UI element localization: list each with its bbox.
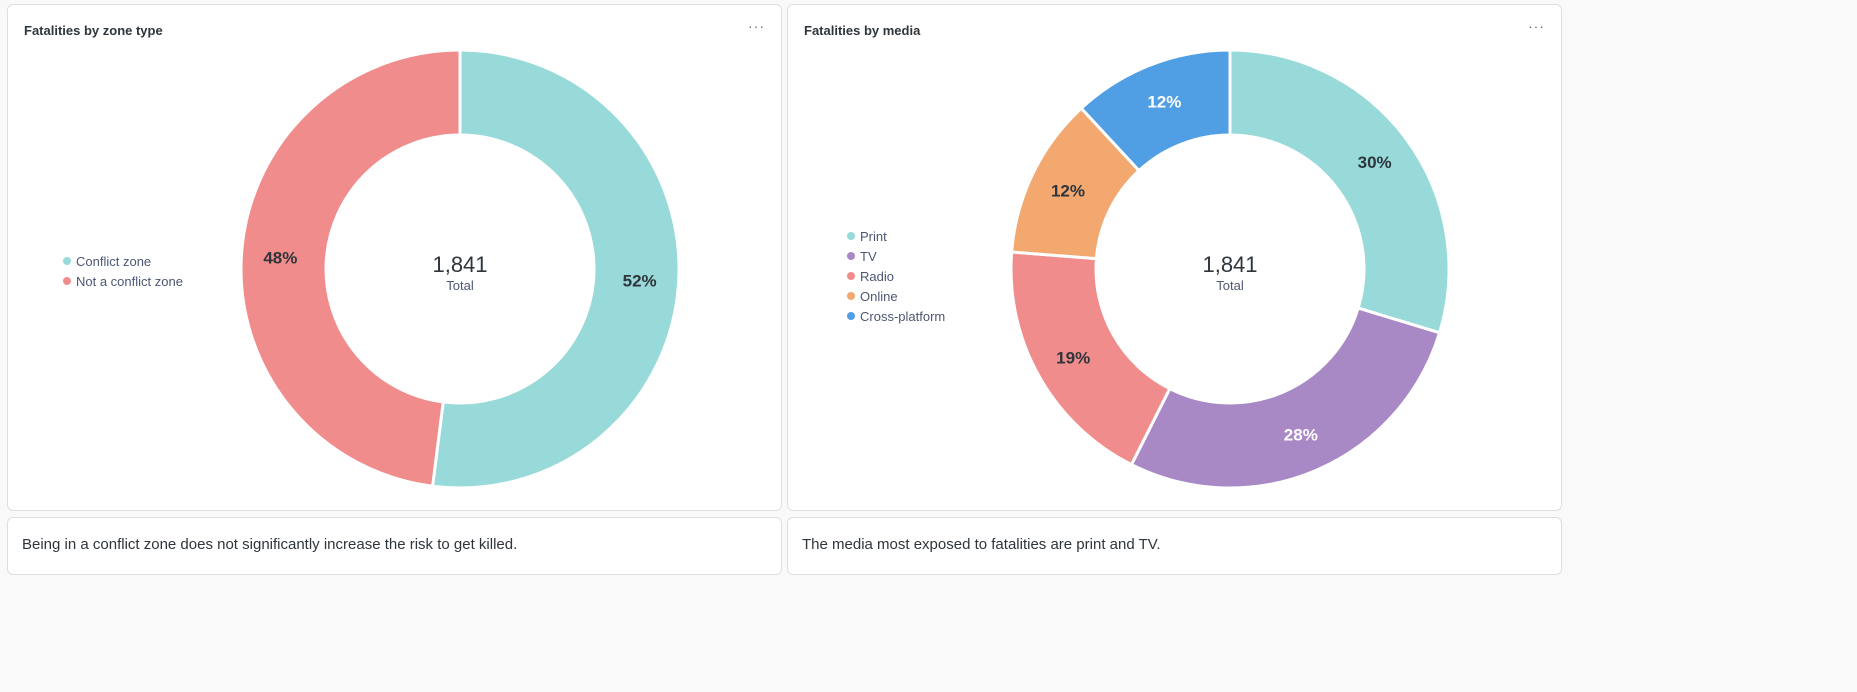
chart-legend: Conflict zone Not a conflict zone — [63, 251, 183, 291]
slice-percent-label: 12% — [1051, 182, 1085, 201]
legend-item-tv[interactable]: TV — [847, 246, 945, 266]
note-text: The media most exposed to fatalities are… — [802, 536, 1161, 553]
donut-slice-radio[interactable] — [1009, 250, 1172, 467]
legend-dot-icon — [847, 232, 855, 240]
total-label: Total — [1216, 278, 1244, 293]
slice-percent-label: 48% — [263, 249, 297, 268]
legend-label: TV — [860, 248, 877, 264]
legend-label: Conflict zone — [76, 253, 152, 269]
slice-percent-label: 52% — [623, 271, 657, 290]
text-card-zone-note: Being in a conflict zone does not signif… — [7, 517, 782, 575]
legend-item-online[interactable]: Online — [847, 286, 945, 306]
legend-item-radio[interactable]: Radio — [847, 266, 945, 286]
donut-slice-tv[interactable] — [1129, 306, 1442, 490]
note-text: Being in a conflict zone does not signif… — [22, 536, 518, 553]
slice-percent-label: 19% — [1056, 348, 1090, 367]
donut-slice-not-a-conflict-zone[interactable] — [239, 48, 462, 488]
legend-dot-icon — [63, 257, 71, 265]
donut-slice-print[interactable] — [1228, 48, 1451, 335]
more-options-icon[interactable]: ··· — [1528, 18, 1545, 34]
legend-item-conflict-zone[interactable]: Conflict zone — [63, 251, 183, 271]
legend-label: Not a conflict zone — [76, 273, 183, 289]
chart-title: Fatalities by media — [804, 23, 921, 38]
chart-card-media: Fatalities by media ··· Print TV Radio O… — [787, 4, 1562, 511]
total-value: 1,841 — [432, 252, 487, 277]
total-label: Total — [446, 278, 474, 293]
legend-dot-icon — [63, 277, 71, 285]
legend-label: Online — [860, 288, 898, 304]
donut-slice-cross-platform[interactable] — [1079, 48, 1232, 173]
donut-slice-conflict-zone[interactable] — [430, 48, 681, 490]
slice-percent-label: 12% — [1147, 92, 1181, 111]
total-value: 1,841 — [1202, 252, 1257, 277]
legend-dot-icon — [847, 272, 855, 280]
legend-dot-icon — [847, 252, 855, 260]
legend-dot-icon — [847, 312, 855, 320]
more-options-icon[interactable]: ··· — [748, 18, 765, 34]
legend-item-print[interactable]: Print — [847, 226, 945, 246]
legend-item-not-conflict-zone[interactable]: Not a conflict zone — [63, 271, 183, 291]
chart-card-zone-type: Fatalities by zone type ··· Conflict zon… — [7, 4, 782, 511]
legend-item-cross-platform[interactable]: Cross-platform — [847, 306, 945, 326]
legend-label: Radio — [860, 268, 894, 284]
legend-dot-icon — [847, 292, 855, 300]
text-card-media-note: The media most exposed to fatalities are… — [787, 517, 1562, 575]
slice-percent-label: 28% — [1284, 425, 1318, 444]
legend-label: Print — [860, 228, 887, 244]
chart-legend: Print TV Radio Online Cross-platform — [847, 226, 945, 326]
chart-title: Fatalities by zone type — [24, 23, 163, 38]
slice-percent-label: 30% — [1358, 153, 1392, 172]
legend-label: Cross-platform — [860, 308, 946, 324]
